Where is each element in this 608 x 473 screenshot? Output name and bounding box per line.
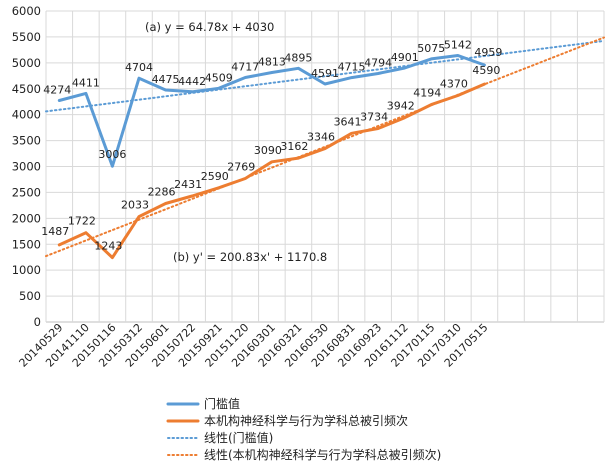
y-tick-label: 4000 — [12, 108, 41, 122]
data-label-a: 4509 — [205, 71, 233, 84]
data-label-b: 2033 — [121, 199, 149, 212]
legend-label-0: 门槛值 — [204, 396, 240, 411]
data-label-a: 4813 — [258, 56, 286, 69]
data-label-a: 4591 — [311, 67, 339, 80]
data-label-a: 4475 — [152, 73, 180, 86]
data-label-b: 4370 — [440, 77, 468, 90]
trendline-1 — [45, 36, 605, 258]
trendlines — [45, 36, 605, 258]
data-label-b: 2590 — [201, 170, 229, 183]
data-label-a: 4895 — [284, 51, 312, 64]
data-label-a: 4717 — [231, 61, 259, 74]
y-tick-label: 1500 — [12, 237, 41, 251]
legend-label-2: 线性(门槛值) — [204, 430, 273, 445]
data-label-a: 4794 — [364, 57, 392, 70]
gridlines — [45, 10, 605, 323]
y-tick-label: 3500 — [12, 134, 41, 148]
data-label-b: 1487 — [41, 225, 69, 238]
y-tick-label: 6000 — [12, 4, 41, 18]
data-label-b: 4194 — [413, 87, 441, 100]
y-tick-label: 2000 — [12, 211, 41, 225]
legend-label-3: 线性(本机构神经科学与行为学科总被引频次) — [204, 447, 441, 462]
data-label-b: 3942 — [387, 100, 415, 113]
series-line-0 — [57, 54, 486, 168]
data-label-a: 4274 — [43, 83, 71, 96]
y-tick-label: 4500 — [12, 82, 41, 96]
data-label-b: 3641 — [334, 115, 362, 128]
data-label-b: 4590 — [472, 64, 500, 77]
data-label-b: 3162 — [280, 140, 308, 153]
data-label-a: 5075 — [417, 42, 445, 55]
data-label-a: 4442 — [178, 75, 206, 88]
data-label-b: 3346 — [307, 131, 335, 144]
data-label-a: 4704 — [125, 61, 153, 74]
data-label-a: 4901 — [391, 51, 419, 64]
data-label-b: 3090 — [254, 144, 282, 157]
trendline-0 — [45, 39, 605, 113]
data-label-b: 1243 — [94, 240, 122, 253]
y-tick-label: 1000 — [12, 263, 41, 277]
trend-equation-a: (a) y = 64.78x + 4030 — [145, 20, 274, 34]
equations: (a) y = 64.78x + 4030 (b) y' = 200.83x' +… — [145, 20, 327, 264]
y-tick-label: 2500 — [12, 185, 41, 199]
data-label-b: 2286 — [148, 186, 176, 199]
axes: 0 500 1000 1500 2000 2500 3000 3500 4000 4500 5000… — [12, 4, 491, 370]
trend-equation-b: (b) y' = 200.83x' + 1170.8 — [173, 250, 327, 264]
data-label-b: 2431 — [174, 178, 202, 191]
y-tick-label: 500 — [19, 289, 41, 303]
y-tick-label: 3000 — [12, 160, 41, 174]
data-label-a: 4715 — [338, 61, 366, 74]
data-label-b: 3734 — [360, 110, 388, 123]
series — [57, 54, 486, 260]
data-label-a: 5142 — [444, 38, 472, 51]
legend-label-1: 本机构神经科学与行为学科总被引频次 — [204, 413, 408, 428]
data-label-b: 1722 — [68, 215, 96, 228]
data-label-a: 3006 — [98, 148, 126, 161]
y-tick-label: 5500 — [12, 30, 41, 44]
data-label-b: 2769 — [227, 160, 255, 173]
series-line-1 — [57, 82, 486, 260]
y-tick-label: 5000 — [12, 56, 41, 70]
y-tick-label: 0 — [34, 315, 41, 329]
data-label-a: 4411 — [72, 76, 100, 89]
data-label-a: 4959 — [474, 46, 502, 59]
